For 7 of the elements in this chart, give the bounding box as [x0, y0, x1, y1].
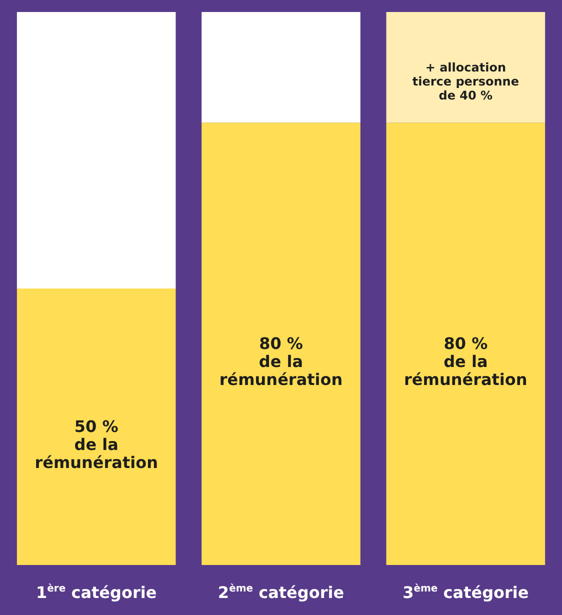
- data-label: 50 % de la rémunération: [34, 416, 158, 472]
- x-tick-label: 2$^{ème}$ catégorie: [216, 583, 346, 602]
- data-label: 80 % de la rémunération: [219, 334, 343, 389]
- x-tick-label: 1$^{ère}$ catégorie: [35, 583, 158, 602]
- data-label: 80 % de la rémunération: [404, 334, 528, 389]
- data-label: + allocation tierce personne de 40 %: [412, 60, 519, 102]
- x-tick-label: 3$^{ème}$ catégorie: [402, 583, 530, 602]
